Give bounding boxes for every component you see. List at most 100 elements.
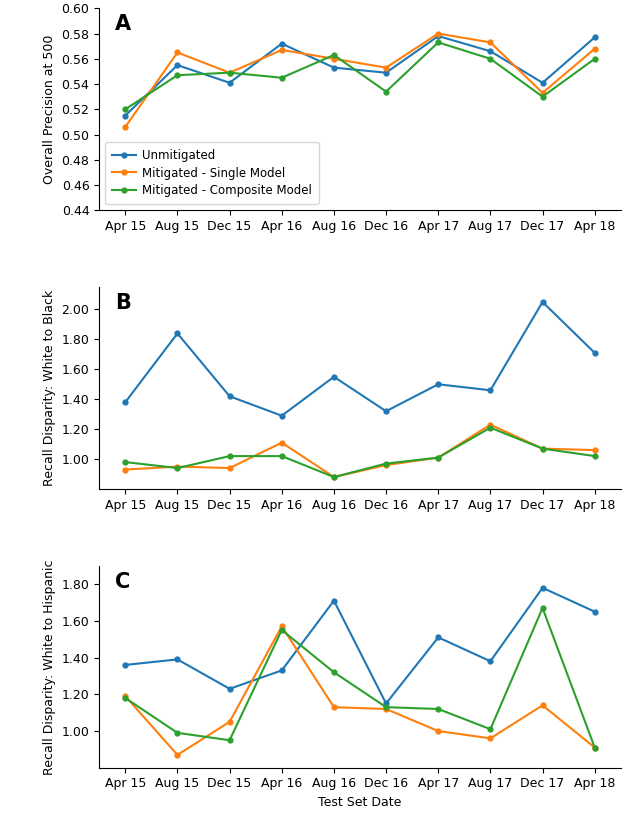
Mitigated - Composite Model (539, 91, 547, 101)
Unmitigated (173, 654, 181, 664)
Unmitigated (382, 68, 390, 78)
Line: Unmitigated: Unmitigated (123, 300, 597, 418)
Unmitigated (435, 632, 442, 642)
Unmitigated (591, 32, 598, 42)
Unmitigated (486, 657, 494, 666)
Unmitigated (122, 110, 129, 120)
Line: Unmitigated: Unmitigated (123, 34, 597, 118)
Y-axis label: Recall Disparity: White to Hispanic: Recall Disparity: White to Hispanic (43, 559, 56, 774)
Mitigated - Single Model (486, 734, 494, 744)
Unmitigated (486, 46, 494, 56)
Mitigated - Composite Model (330, 667, 338, 677)
Mitigated - Single Model (435, 28, 442, 38)
Unmitigated (226, 78, 234, 88)
Mitigated - Composite Model (382, 702, 390, 712)
Line: Mitigated - Composite Model: Mitigated - Composite Model (123, 606, 597, 750)
Unmitigated (539, 78, 547, 88)
Unmitigated (278, 39, 285, 49)
Unmitigated (330, 62, 338, 72)
Text: B: B (115, 293, 131, 313)
Mitigated - Composite Model (539, 603, 547, 613)
Unmitigated (539, 583, 547, 593)
Unmitigated (226, 684, 234, 694)
Unmitigated (435, 31, 442, 41)
Mitigated - Composite Model (486, 422, 494, 432)
Mitigated - Single Model (330, 472, 338, 482)
Mitigated - Single Model (591, 445, 598, 455)
Mitigated - Single Model (278, 45, 285, 55)
Line: Mitigated - Single Model: Mitigated - Single Model (123, 422, 597, 480)
Mitigated - Single Model (122, 122, 129, 132)
Mitigated - Composite Model (382, 459, 390, 469)
Mitigated - Single Model (226, 463, 234, 473)
Mitigated - Composite Model (486, 54, 494, 64)
Mitigated - Single Model (226, 717, 234, 727)
Y-axis label: Overall Precision at 500: Overall Precision at 500 (43, 35, 56, 184)
Mitigated - Single Model (330, 54, 338, 64)
Mitigated - Single Model (382, 62, 390, 72)
Mitigated - Composite Model (330, 50, 338, 60)
Mitigated - Single Model (122, 691, 129, 701)
Mitigated - Single Model (539, 88, 547, 98)
Mitigated - Single Model (330, 702, 338, 712)
Mitigated - Composite Model (486, 725, 494, 735)
Mitigated - Composite Model (122, 693, 129, 703)
Mitigated - Single Model (226, 68, 234, 78)
Unmitigated (435, 379, 442, 389)
Mitigated - Composite Model (435, 452, 442, 462)
Mitigated - Composite Model (435, 704, 442, 714)
Mitigated - Composite Model (330, 472, 338, 482)
Mitigated - Single Model (486, 420, 494, 430)
Line: Mitigated - Composite Model: Mitigated - Composite Model (123, 425, 597, 480)
Mitigated - Single Model (278, 622, 285, 632)
Unmitigated (330, 372, 338, 382)
Unmitigated (330, 596, 338, 606)
Mitigated - Single Model (539, 444, 547, 454)
Unmitigated (382, 406, 390, 416)
Mitigated - Single Model (382, 460, 390, 470)
Unmitigated (278, 411, 285, 421)
Mitigated - Single Model (435, 726, 442, 736)
Mitigated - Composite Model (173, 71, 181, 81)
Mitigated - Composite Model (591, 452, 598, 461)
Mitigated - Composite Model (226, 735, 234, 745)
Mitigated - Single Model (486, 37, 494, 47)
Mitigated - Single Model (591, 44, 598, 54)
Mitigated - Single Model (591, 743, 598, 753)
Mitigated - Composite Model (591, 743, 598, 753)
Y-axis label: Recall Disparity: White to Black: Recall Disparity: White to Black (43, 290, 56, 486)
Mitigated - Single Model (173, 461, 181, 471)
Unmitigated (382, 699, 390, 709)
Mitigated - Single Model (435, 452, 442, 462)
Mitigated - Composite Model (278, 452, 285, 461)
Unmitigated (591, 348, 598, 358)
Unmitigated (486, 385, 494, 395)
Mitigated - Composite Model (278, 73, 285, 83)
Mitigated - Composite Model (173, 728, 181, 738)
Line: Unmitigated: Unmitigated (123, 585, 597, 706)
Unmitigated (173, 329, 181, 339)
Mitigated - Composite Model (226, 452, 234, 461)
Legend: Unmitigated, Mitigated - Single Model, Mitigated - Composite Model: Unmitigated, Mitigated - Single Model, M… (105, 142, 319, 204)
Mitigated - Single Model (382, 704, 390, 714)
Unmitigated (539, 297, 547, 307)
Text: A: A (115, 14, 131, 34)
Line: Mitigated - Single Model: Mitigated - Single Model (123, 31, 597, 129)
X-axis label: Test Set Date: Test Set Date (318, 796, 402, 809)
Unmitigated (278, 666, 285, 676)
Mitigated - Composite Model (591, 54, 598, 64)
Line: Mitigated - Single Model: Mitigated - Single Model (123, 624, 597, 757)
Text: C: C (115, 572, 130, 592)
Mitigated - Composite Model (539, 444, 547, 454)
Mitigated - Composite Model (173, 463, 181, 473)
Mitigated - Composite Model (122, 457, 129, 467)
Unmitigated (591, 607, 598, 617)
Mitigated - Composite Model (226, 68, 234, 78)
Mitigated - Composite Model (122, 105, 129, 115)
Mitigated - Composite Model (382, 86, 390, 96)
Mitigated - Single Model (173, 47, 181, 57)
Mitigated - Single Model (122, 465, 129, 475)
Mitigated - Single Model (173, 750, 181, 760)
Unmitigated (122, 398, 129, 408)
Unmitigated (122, 660, 129, 670)
